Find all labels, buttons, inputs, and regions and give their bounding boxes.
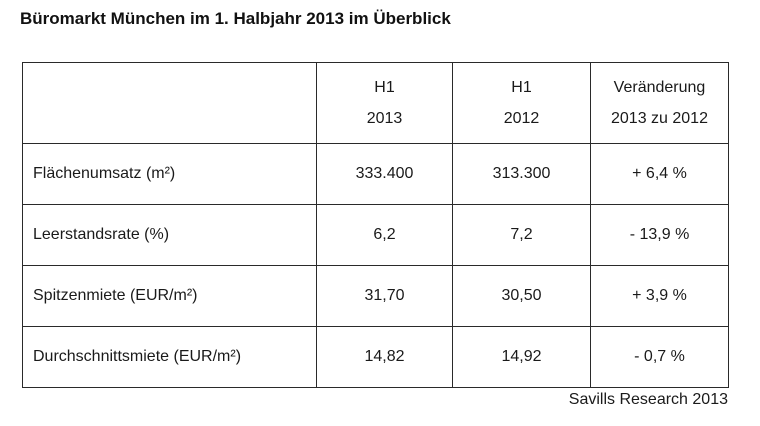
table-header-row: H1 2013 H1 2012 Veränderung 2013 zu 2012 <box>22 62 729 144</box>
table-row: Leerstandsrate (%) 6,2 7,2 - 13,9 % <box>22 204 729 266</box>
cell-h1-2013: 6,2 <box>316 204 453 266</box>
header-line1: H1 <box>511 79 532 96</box>
row-label: Spitzenmiete (EUR/m²) <box>22 265 317 327</box>
header-change: Veränderung 2013 zu 2012 <box>590 62 729 144</box>
cell-h1-2012: 14,92 <box>452 326 591 388</box>
cell-change: - 0,7 % <box>590 326 729 388</box>
header-line2: 2012 <box>503 110 540 127</box>
header-h1-2013: H1 2013 <box>316 62 453 144</box>
row-label: Flächenumsatz (m²) <box>22 143 317 205</box>
cell-change: + 6,4 % <box>590 143 729 205</box>
cell-h1-2013: 14,82 <box>316 326 453 388</box>
cell-h1-2012: 30,50 <box>452 265 591 327</box>
cell-h1-2013: 31,70 <box>316 265 453 327</box>
row-label: Durchschnittsmiete (EUR/m²) <box>22 326 317 388</box>
source-note: Savills Research 2013 <box>568 391 728 408</box>
page-title: Büromarkt München im 1. Halbjahr 2013 im… <box>20 9 451 28</box>
header-empty-cell <box>22 62 317 144</box>
header-line1: Veränderung <box>613 79 706 96</box>
row-label: Leerstandsrate (%) <box>22 204 317 266</box>
cell-h1-2012: 313.300 <box>452 143 591 205</box>
cell-h1-2013: 333.400 <box>316 143 453 205</box>
header-line2: 2013 zu 2012 <box>611 110 708 127</box>
header-h1-2012: H1 2012 <box>452 62 591 144</box>
overview-table: H1 2013 H1 2012 Veränderung 2013 zu 2012… <box>22 62 729 388</box>
cell-h1-2012: 7,2 <box>452 204 591 266</box>
cell-change: + 3,9 % <box>590 265 729 327</box>
cell-change: - 13,9 % <box>590 204 729 266</box>
header-line1: H1 <box>374 79 395 96</box>
header-line2: 2013 <box>366 110 403 127</box>
table-row: Spitzenmiete (EUR/m²) 31,70 30,50 + 3,9 … <box>22 265 729 327</box>
table-row: Durchschnittsmiete (EUR/m²) 14,82 14,92 … <box>22 326 729 388</box>
table-row: Flächenumsatz (m²) 333.400 313.300 + 6,4… <box>22 143 729 205</box>
